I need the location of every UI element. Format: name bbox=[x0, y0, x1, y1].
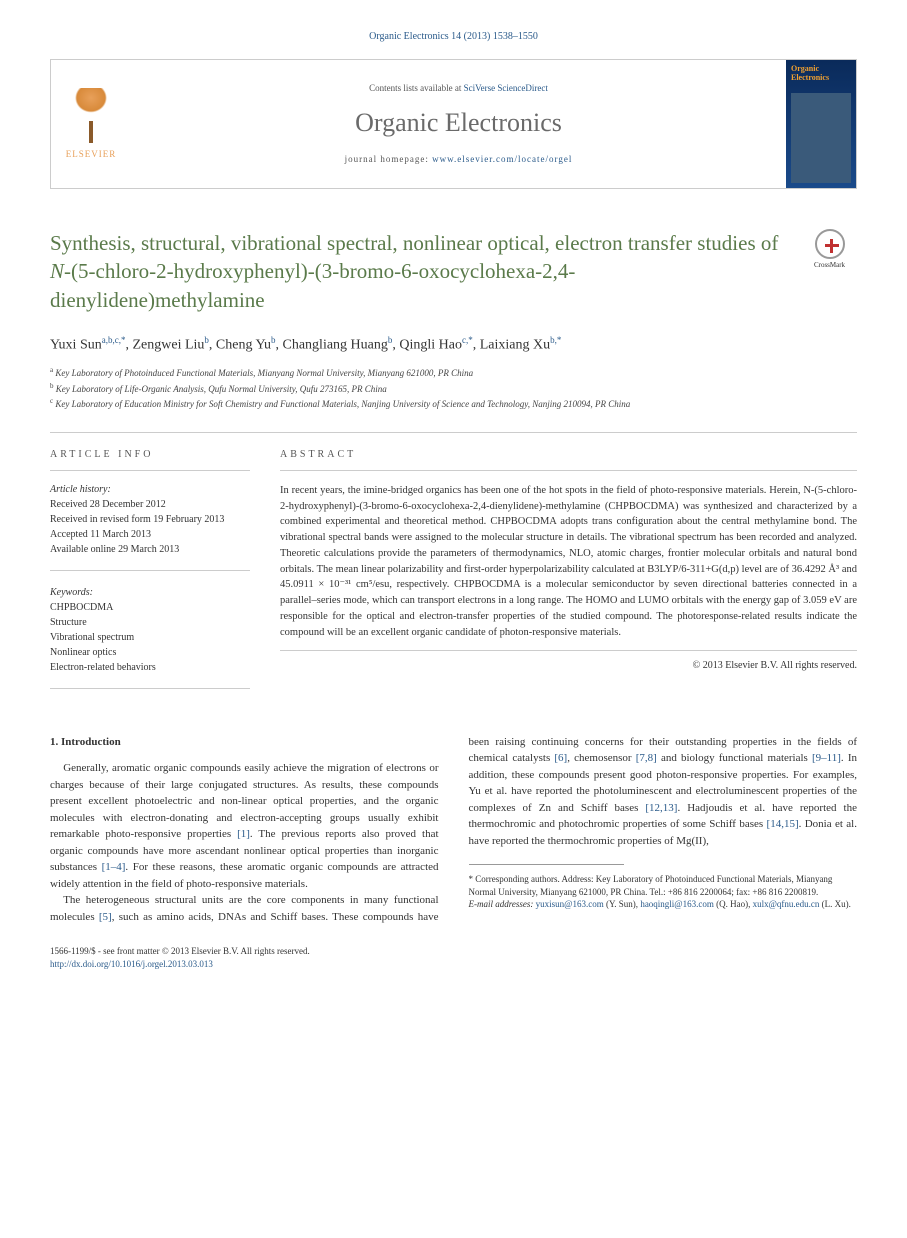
article-history-block: Article history: Received 28 December 20… bbox=[50, 483, 250, 571]
doi-link[interactable]: http://dx.doi.org/10.1016/j.orgel.2013.0… bbox=[50, 959, 213, 969]
email-link-3[interactable]: xulx@qfnu.edu.cn bbox=[753, 899, 820, 909]
elsevier-tree-icon bbox=[66, 88, 116, 143]
sciencedirect-link[interactable]: SciVerse ScienceDirect bbox=[464, 83, 548, 93]
abstract-text: In recent years, the imine-bridged organ… bbox=[280, 483, 857, 652]
affiliation-line: a Key Laboratory of Photoinduced Functio… bbox=[50, 365, 857, 381]
ref-link-14-15[interactable]: [14,15] bbox=[767, 818, 799, 830]
cover-image bbox=[791, 93, 851, 183]
body-columns: 1. Introduction Generally, aromatic orga… bbox=[50, 734, 857, 926]
title-italic: N bbox=[50, 259, 64, 283]
contents-prefix: Contents lists available at bbox=[369, 83, 463, 93]
header-center: Contents lists available at SciVerse Sci… bbox=[131, 60, 786, 188]
keyword-line: Vibrational spectrum bbox=[50, 631, 250, 645]
journal-ref-link[interactable]: Organic Electronics 14 (2013) 1538–1550 bbox=[369, 31, 538, 42]
ref-link-1-4[interactable]: [1–4] bbox=[102, 861, 126, 873]
abstract-copyright: © 2013 Elsevier B.V. All rights reserved… bbox=[280, 659, 857, 673]
crossmark-badge[interactable]: CrossMark bbox=[802, 229, 857, 271]
email-link-1[interactable]: yuxisun@163.com bbox=[536, 899, 604, 909]
title-row: Synthesis, structural, vibrational spect… bbox=[50, 229, 857, 314]
info-abstract-row: ARTICLE INFO Article history: Received 2… bbox=[50, 432, 857, 704]
contents-line: Contents lists available at SciVerse Sci… bbox=[369, 82, 548, 95]
keyword-line: Structure bbox=[50, 616, 250, 630]
footnote-emails: E-mail addresses: yuxisun@163.com (Y. Su… bbox=[469, 898, 858, 911]
footnote-corr-text: * Corresponding authors. Address: Key La… bbox=[469, 873, 858, 898]
intro-paragraph-1: Generally, aromatic organic compounds ea… bbox=[50, 760, 439, 892]
journal-name: Organic Electronics bbox=[355, 105, 562, 141]
affiliation-line: c Key Laboratory of Education Ministry f… bbox=[50, 396, 857, 412]
article-info: ARTICLE INFO Article history: Received 2… bbox=[50, 448, 250, 704]
title-part2: -(5-chloro-2-hydroxyphenyl)-(3-bromo-6-o… bbox=[50, 259, 575, 311]
journal-cover[interactable]: Organic Electronics bbox=[786, 60, 856, 188]
homepage-link[interactable]: www.elsevier.com/locate/orgel bbox=[432, 154, 572, 164]
journal-header-box: ELSEVIER Contents lists available at Sci… bbox=[50, 59, 857, 189]
authors-line: Yuxi Suna,b,c,*, Zengwei Liub, Cheng Yub… bbox=[50, 334, 857, 355]
elsevier-label: ELSEVIER bbox=[66, 148, 117, 161]
keywords-block: Keywords: CHPBOCDMAStructureVibrational … bbox=[50, 586, 250, 689]
ref-link-1[interactable]: [1] bbox=[237, 828, 250, 840]
ref-link-9-11[interactable]: [9–11] bbox=[812, 752, 841, 764]
page-footer: 1566-1199/$ - see front matter © 2013 El… bbox=[50, 945, 857, 970]
history-heading: Article history: bbox=[50, 483, 250, 497]
affiliation-line: b Key Laboratory of Life-Organic Analysi… bbox=[50, 381, 857, 397]
affiliations: a Key Laboratory of Photoinduced Functio… bbox=[50, 365, 857, 412]
corresponding-author-footnote: * Corresponding authors. Address: Key La… bbox=[469, 873, 858, 911]
cover-title: Organic Electronics bbox=[791, 65, 851, 83]
keyword-line: Electron-related behaviors bbox=[50, 661, 250, 675]
article-info-heading: ARTICLE INFO bbox=[50, 448, 250, 471]
keyword-line: Nonlinear optics bbox=[50, 646, 250, 660]
journal-reference: Organic Electronics 14 (2013) 1538–1550 bbox=[50, 30, 857, 44]
crossmark-icon bbox=[815, 229, 845, 259]
title-part1: Synthesis, structural, vibrational spect… bbox=[50, 231, 778, 255]
homepage-prefix: journal homepage: bbox=[345, 154, 432, 164]
ref-link-6[interactable]: [6] bbox=[554, 752, 567, 764]
ref-link-7-8[interactable]: [7,8] bbox=[636, 752, 657, 764]
elsevier-logo[interactable]: ELSEVIER bbox=[51, 60, 131, 188]
article-title: Synthesis, structural, vibrational spect… bbox=[50, 229, 782, 314]
abstract-heading: ABSTRACT bbox=[280, 448, 857, 471]
homepage-line: journal homepage: www.elsevier.com/locat… bbox=[345, 153, 573, 166]
intro-heading: 1. Introduction bbox=[50, 734, 439, 751]
history-line: Received 28 December 2012 bbox=[50, 498, 250, 512]
keywords-heading: Keywords: bbox=[50, 586, 250, 600]
issn-line: 1566-1199/$ - see front matter © 2013 El… bbox=[50, 945, 857, 958]
keyword-line: CHPBOCDMA bbox=[50, 601, 250, 615]
history-line: Accepted 11 March 2013 bbox=[50, 528, 250, 542]
footnote-separator bbox=[469, 864, 624, 865]
history-line: Received in revised form 19 February 201… bbox=[50, 513, 250, 527]
abstract: ABSTRACT In recent years, the imine-brid… bbox=[280, 448, 857, 704]
ref-link-12-13[interactable]: [12,13] bbox=[645, 802, 677, 814]
email-link-2[interactable]: haoqingli@163.com bbox=[640, 899, 714, 909]
ref-link-5[interactable]: [5] bbox=[99, 911, 112, 923]
email-label: E-mail addresses: bbox=[469, 899, 534, 909]
crossmark-label: CrossMark bbox=[814, 261, 845, 271]
history-line: Available online 29 March 2013 bbox=[50, 543, 250, 557]
